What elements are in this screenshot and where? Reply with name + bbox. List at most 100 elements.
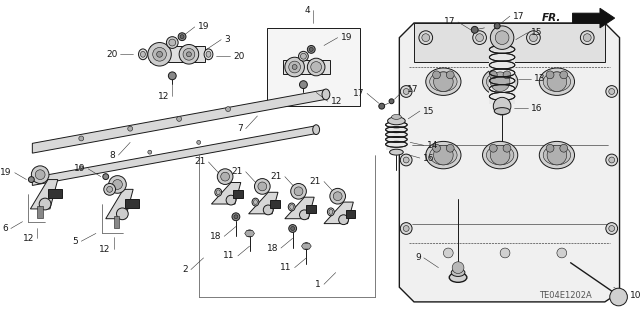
Text: 20: 20 [106, 50, 118, 59]
Polygon shape [307, 205, 316, 213]
Circle shape [433, 145, 453, 165]
Circle shape [503, 71, 511, 79]
Polygon shape [48, 189, 61, 198]
Circle shape [583, 34, 591, 41]
Text: 11: 11 [280, 263, 292, 272]
Circle shape [494, 23, 500, 29]
Polygon shape [125, 199, 139, 208]
Text: 12: 12 [99, 245, 111, 254]
Circle shape [547, 145, 566, 165]
Ellipse shape [426, 141, 461, 169]
Circle shape [285, 57, 305, 77]
Ellipse shape [543, 72, 571, 92]
Bar [490, 51, 515, 104]
Circle shape [311, 62, 321, 72]
Bar [386, 125, 407, 150]
Circle shape [333, 192, 342, 201]
Circle shape [490, 71, 497, 79]
Circle shape [153, 48, 166, 61]
Ellipse shape [329, 209, 333, 214]
Circle shape [433, 71, 440, 79]
Ellipse shape [322, 89, 330, 100]
Circle shape [403, 157, 409, 163]
Text: 11: 11 [223, 251, 235, 260]
Circle shape [444, 248, 453, 258]
Circle shape [107, 186, 113, 192]
Circle shape [113, 180, 122, 189]
Ellipse shape [540, 68, 575, 95]
Circle shape [79, 136, 84, 141]
Polygon shape [33, 90, 326, 153]
Ellipse shape [388, 117, 405, 125]
Circle shape [473, 31, 486, 45]
Circle shape [168, 72, 176, 80]
Circle shape [179, 45, 198, 64]
Polygon shape [399, 23, 620, 302]
Ellipse shape [253, 200, 257, 204]
Circle shape [606, 223, 618, 234]
Polygon shape [285, 197, 314, 219]
Text: 17: 17 [513, 11, 524, 21]
Circle shape [490, 72, 510, 92]
Bar [268, 28, 360, 106]
Ellipse shape [290, 204, 294, 209]
Circle shape [490, 145, 510, 165]
Circle shape [263, 205, 273, 215]
Text: 12: 12 [158, 92, 170, 101]
Text: 16: 16 [423, 153, 435, 163]
Ellipse shape [483, 68, 518, 95]
Circle shape [103, 174, 109, 180]
Circle shape [490, 26, 514, 49]
Circle shape [452, 262, 464, 273]
Text: 17: 17 [353, 89, 364, 98]
Text: 20: 20 [233, 52, 244, 61]
Circle shape [503, 144, 511, 152]
Circle shape [157, 51, 163, 57]
Ellipse shape [138, 49, 147, 60]
Circle shape [148, 150, 152, 154]
Ellipse shape [392, 115, 401, 119]
Circle shape [422, 34, 429, 41]
Circle shape [166, 37, 178, 48]
Circle shape [226, 195, 236, 205]
Circle shape [307, 58, 325, 76]
Circle shape [527, 31, 540, 45]
Circle shape [493, 97, 511, 115]
Ellipse shape [492, 39, 512, 46]
Circle shape [546, 71, 554, 79]
Polygon shape [233, 190, 243, 198]
Circle shape [403, 89, 409, 94]
Ellipse shape [216, 190, 220, 195]
Text: 7: 7 [237, 124, 243, 133]
Circle shape [109, 176, 126, 193]
Circle shape [116, 208, 128, 220]
Text: 9: 9 [415, 253, 421, 262]
Circle shape [234, 215, 238, 219]
Circle shape [196, 140, 201, 144]
Polygon shape [244, 230, 255, 236]
Circle shape [606, 154, 618, 166]
Ellipse shape [451, 269, 465, 277]
Circle shape [500, 248, 510, 258]
Text: 6: 6 [2, 224, 8, 233]
Circle shape [186, 52, 191, 57]
Text: 12: 12 [23, 234, 35, 243]
Ellipse shape [612, 292, 625, 302]
Circle shape [609, 157, 614, 163]
Text: 8: 8 [110, 151, 115, 160]
Ellipse shape [486, 145, 514, 165]
Ellipse shape [486, 72, 514, 92]
Text: 19: 19 [340, 33, 352, 42]
Circle shape [218, 169, 233, 184]
Circle shape [419, 31, 433, 45]
Ellipse shape [426, 68, 461, 95]
Text: 1: 1 [316, 280, 321, 289]
Text: 14: 14 [427, 141, 438, 150]
Text: 10: 10 [630, 291, 640, 300]
Text: 3: 3 [224, 35, 230, 44]
Polygon shape [30, 180, 58, 209]
Text: 12: 12 [331, 97, 342, 106]
Circle shape [232, 213, 240, 221]
Polygon shape [150, 47, 205, 62]
Circle shape [35, 170, 45, 180]
